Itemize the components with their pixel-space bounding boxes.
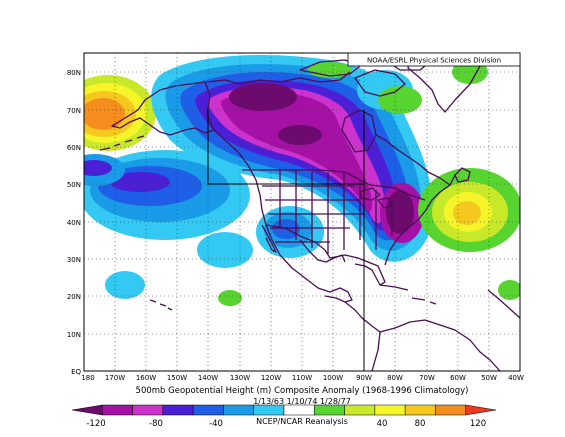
lon-label: 140W — [198, 374, 218, 382]
colorbar-segment — [223, 404, 254, 416]
colorbar — [71, 404, 497, 416]
lat-label: 20N — [67, 293, 81, 301]
lat-label: 50N — [67, 181, 81, 189]
positive-anomaly-northwest — [84, 75, 156, 151]
colorbar-tick: -120 — [86, 419, 105, 429]
lat-label: 80N — [67, 69, 81, 77]
colorbar-segment — [374, 404, 406, 416]
negative-anomaly-pacific — [84, 150, 250, 240]
colorbar-segment — [162, 404, 194, 416]
lat-label: 30N — [67, 256, 81, 264]
lat-label: 40N — [67, 219, 81, 227]
anomaly-fields — [84, 53, 520, 371]
lat-label: 60N — [67, 144, 81, 152]
colorbar-segment — [71, 404, 103, 416]
colorbar-segment — [253, 404, 285, 416]
colorbar-tick: 120 — [470, 419, 486, 429]
credit-box — [347, 52, 521, 67]
lat-label: EQ — [71, 368, 81, 376]
colorbar-segment — [404, 404, 436, 416]
map-title: 500mb Geopotential Height (m) Composite … — [136, 386, 469, 396]
lon-label: 90W — [356, 374, 372, 382]
colorbar-segment — [283, 404, 315, 416]
latitude-labels: 80N 70N 60N 50N 40N 30N 20N 10N EQ — [67, 69, 82, 376]
lon-label: 40W — [508, 374, 524, 382]
region-outlines — [207, 110, 365, 371]
lon-label: 110W — [292, 374, 312, 382]
colorbar-segment — [314, 404, 345, 416]
lon-label: 150W — [167, 374, 187, 382]
colorbar-tick-labels: -120 -80 -40 40 80 120 — [86, 419, 486, 429]
date-range: 1/13/63 1/10/74 1/28/77 — [253, 397, 351, 406]
colorbar-tick: 40 — [377, 419, 388, 429]
colorbar-tick: -40 — [209, 419, 223, 429]
lon-label: 180 — [81, 374, 94, 382]
map-frame — [83, 52, 521, 372]
colorbar-tick: -80 — [149, 419, 163, 429]
graticule — [84, 53, 520, 371]
lon-label: 130W — [230, 374, 250, 382]
lon-label: 170W — [105, 374, 125, 382]
lon-label: 120W — [261, 374, 281, 382]
weak-negative-anomaly-tropics — [197, 232, 253, 268]
source-label: NCEP/NCAR Reanalysis — [256, 417, 348, 426]
coastlines-and-borders — [99, 53, 520, 371]
colorbar-segment — [132, 404, 164, 416]
colorbar-segment — [192, 404, 224, 416]
colorbar-segment — [344, 404, 376, 416]
lat-label: 70N — [67, 107, 81, 115]
colorbar-segment — [435, 404, 466, 416]
lat-label: 10N — [67, 331, 81, 339]
lon-label: 160W — [136, 374, 156, 382]
lon-label: 100W — [323, 374, 343, 382]
colorbar-tick: 80 — [415, 419, 426, 429]
colorbar-segment — [465, 404, 497, 416]
longitude-labels: 180 170W 160W 150W 140W 130W 120W 110W 1… — [81, 374, 524, 382]
lon-label: 60W — [450, 374, 466, 382]
lon-label: 50W — [481, 374, 497, 382]
lon-label: 70W — [419, 374, 435, 382]
credit-text: NOAA/ESRL Physical Sciences Division — [367, 57, 501, 65]
colorbar-segment — [102, 404, 133, 416]
lon-label: 80W — [387, 374, 403, 382]
